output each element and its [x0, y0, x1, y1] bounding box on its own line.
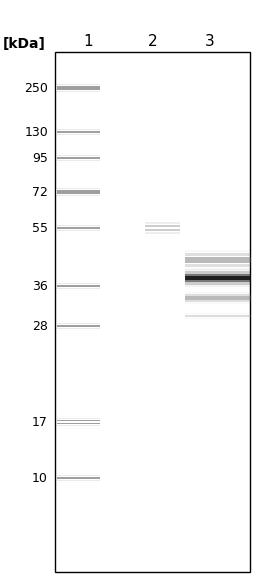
Bar — [185, 287, 251, 289]
Bar — [57, 281, 100, 282]
Bar — [57, 192, 100, 194]
Bar — [57, 428, 100, 429]
Text: 130: 130 — [24, 126, 48, 139]
Bar — [185, 285, 251, 287]
Bar — [185, 298, 251, 300]
Bar — [145, 232, 180, 234]
Bar — [185, 292, 251, 294]
Bar — [57, 84, 100, 85]
Bar — [57, 188, 100, 190]
Text: 250: 250 — [24, 81, 48, 95]
Bar — [57, 197, 100, 198]
Bar — [57, 482, 100, 483]
Bar — [57, 225, 100, 226]
Bar — [57, 230, 100, 232]
Bar — [185, 278, 251, 280]
Bar — [57, 228, 100, 229]
Bar — [57, 195, 100, 196]
Bar — [185, 260, 251, 263]
Text: 1: 1 — [83, 35, 93, 50]
Bar — [185, 318, 251, 319]
Bar — [57, 479, 100, 480]
Bar — [57, 88, 100, 90]
Bar — [57, 132, 100, 133]
Bar — [57, 288, 100, 290]
Bar — [57, 422, 100, 424]
Bar — [145, 235, 180, 237]
Bar — [57, 127, 100, 128]
Bar — [57, 160, 100, 161]
Bar — [57, 226, 175, 228]
Bar — [57, 82, 100, 83]
Bar — [57, 190, 100, 191]
Bar — [57, 415, 100, 417]
Bar — [57, 328, 100, 329]
Bar — [57, 474, 100, 476]
Text: 95: 95 — [32, 152, 48, 164]
Bar — [57, 473, 100, 474]
Bar — [185, 253, 251, 256]
Bar — [145, 225, 180, 228]
Bar — [57, 326, 100, 328]
Bar — [185, 264, 251, 267]
Bar — [57, 155, 100, 156]
Bar — [185, 283, 251, 284]
Bar — [57, 153, 100, 154]
Bar — [185, 274, 251, 276]
Bar — [57, 93, 100, 94]
Bar — [185, 268, 251, 270]
Bar — [185, 296, 251, 298]
Text: 10: 10 — [32, 472, 48, 484]
Bar — [57, 186, 100, 187]
Text: 55: 55 — [32, 222, 48, 235]
Bar — [57, 290, 100, 291]
Bar — [145, 222, 180, 224]
Text: 2: 2 — [148, 35, 158, 50]
Bar — [185, 271, 251, 274]
Bar — [57, 87, 100, 88]
Bar — [185, 257, 251, 260]
Bar — [185, 294, 251, 296]
Bar — [145, 229, 180, 230]
Bar — [57, 284, 100, 285]
Bar — [57, 420, 100, 421]
Bar — [57, 322, 100, 324]
Text: 28: 28 — [32, 319, 48, 332]
Bar — [57, 232, 100, 233]
Bar — [57, 226, 100, 228]
Bar — [57, 130, 100, 132]
Bar — [57, 91, 100, 92]
Bar — [185, 312, 251, 314]
Bar — [57, 425, 100, 426]
Bar — [185, 316, 251, 318]
Bar — [185, 300, 251, 302]
Text: 17: 17 — [32, 415, 48, 428]
Bar — [57, 161, 100, 163]
Text: 3: 3 — [205, 35, 215, 50]
Text: 72: 72 — [32, 185, 48, 198]
Bar — [145, 219, 180, 221]
Bar — [185, 280, 251, 283]
Bar — [57, 129, 100, 130]
Bar — [185, 250, 251, 252]
Bar — [185, 302, 251, 304]
Bar — [57, 418, 100, 419]
Bar — [185, 276, 251, 278]
Bar — [57, 480, 100, 481]
Bar — [57, 283, 100, 284]
Bar — [57, 325, 100, 326]
Bar — [55, 52, 250, 572]
Bar — [185, 269, 251, 271]
Bar — [57, 136, 100, 137]
Bar — [185, 267, 251, 269]
Text: [kDa]: [kDa] — [3, 37, 46, 51]
Text: 36: 36 — [32, 280, 48, 292]
Bar — [57, 321, 100, 322]
